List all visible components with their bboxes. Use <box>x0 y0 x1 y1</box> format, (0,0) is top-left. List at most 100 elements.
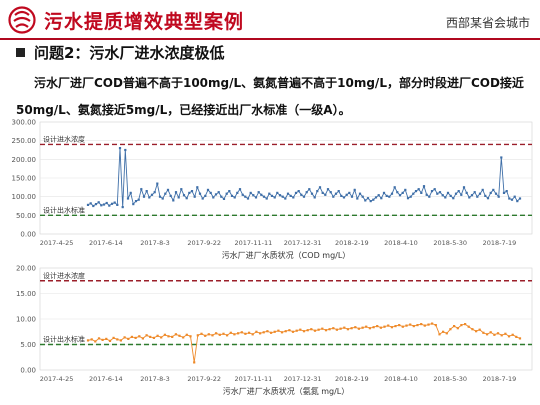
data-point <box>410 196 412 198</box>
data-point <box>255 331 257 333</box>
data-point <box>380 327 382 329</box>
data-point <box>431 190 433 192</box>
slide-title: 污水提质增效典型案例 <box>44 7 244 34</box>
data-point <box>514 196 516 198</box>
series-line <box>88 324 520 363</box>
data-point <box>114 202 116 204</box>
data-point <box>431 323 433 325</box>
data-point <box>200 333 202 335</box>
data-point <box>226 334 228 336</box>
data-point <box>487 197 489 199</box>
data-point <box>434 188 436 190</box>
data-point <box>450 195 452 197</box>
data-point <box>423 185 425 187</box>
data-point <box>460 194 462 196</box>
x-tick-label: 2017-11-11 <box>235 375 273 383</box>
x-tick-label: 2018-2-19 <box>335 375 369 383</box>
data-point <box>516 200 518 202</box>
data-point <box>336 329 338 331</box>
data-point <box>111 203 113 205</box>
y-tick-label: 50.00 <box>16 212 36 220</box>
data-point <box>497 332 499 334</box>
data-point <box>369 327 371 329</box>
data-point <box>108 205 110 207</box>
data-point <box>310 328 312 330</box>
data-point <box>244 333 246 335</box>
data-point <box>474 191 476 193</box>
reference-line-label: 设计进水浓度 <box>43 134 85 143</box>
data-point <box>277 330 279 332</box>
data-point <box>475 330 477 332</box>
data-point <box>482 189 484 191</box>
chart-title: 污水厂进厂水质状况（COD mg/L） <box>222 250 351 260</box>
data-point <box>186 197 188 199</box>
data-point <box>319 186 321 188</box>
data-point <box>420 323 422 325</box>
x-tick-label: 2017-6-14 <box>89 375 123 383</box>
data-point <box>219 334 221 336</box>
data-point <box>307 329 309 331</box>
y-tick-label: 5.00 <box>20 341 36 349</box>
data-point <box>458 190 460 192</box>
data-point <box>506 190 508 192</box>
data-point <box>106 202 108 204</box>
data-point <box>255 196 257 198</box>
data-point <box>223 198 225 200</box>
data-point <box>102 339 104 341</box>
data-point <box>138 199 140 201</box>
data-point <box>476 196 478 198</box>
data-point <box>263 196 265 198</box>
data-point <box>268 193 270 195</box>
data-point <box>135 200 137 202</box>
data-point <box>218 191 220 193</box>
data-point <box>186 334 188 336</box>
data-point <box>226 193 228 195</box>
data-point <box>466 192 468 194</box>
data-point <box>182 336 184 338</box>
data-point <box>365 326 367 328</box>
data-point <box>279 194 281 196</box>
data-point <box>113 337 115 339</box>
data-point <box>391 193 393 195</box>
data-point <box>132 203 134 205</box>
data-point <box>367 197 369 199</box>
data-point <box>259 332 261 334</box>
data-point <box>116 204 118 206</box>
data-point <box>314 196 316 198</box>
data-point <box>370 200 372 202</box>
data-point <box>325 329 327 331</box>
data-point <box>340 328 342 330</box>
data-point <box>479 329 481 331</box>
description-line-1: 污水厂进厂COD普遍不高于100mg/L、氨氮普遍不高于10mg/L，部分时段进… <box>16 70 536 97</box>
data-point <box>464 323 466 325</box>
data-point <box>508 335 510 337</box>
data-point <box>236 192 238 194</box>
y-tick-label: 100.00 <box>12 193 37 201</box>
data-point <box>100 204 102 206</box>
data-point <box>442 194 444 196</box>
data-point <box>193 361 195 363</box>
data-point <box>252 333 254 335</box>
data-point <box>332 327 334 329</box>
data-point <box>247 197 249 199</box>
data-point <box>191 190 193 192</box>
y-tick-label: 0.00 <box>20 367 36 375</box>
data-point <box>500 156 502 158</box>
data-point <box>493 334 495 336</box>
data-point <box>376 325 378 327</box>
y-tick-label: 250.00 <box>12 137 37 145</box>
data-point <box>327 188 329 190</box>
data-point <box>127 197 129 199</box>
section-title: 问题2：污水厂进水浓度极低 <box>34 42 224 63</box>
data-point <box>399 194 401 196</box>
y-tick-label: 20.00 <box>16 265 36 273</box>
data-point <box>148 196 150 198</box>
data-point <box>138 335 140 337</box>
data-point <box>439 191 441 193</box>
data-point <box>263 331 265 333</box>
data-point <box>404 189 406 191</box>
data-point <box>194 196 196 198</box>
data-point <box>311 193 313 195</box>
data-point <box>449 328 451 330</box>
data-point <box>372 199 374 201</box>
